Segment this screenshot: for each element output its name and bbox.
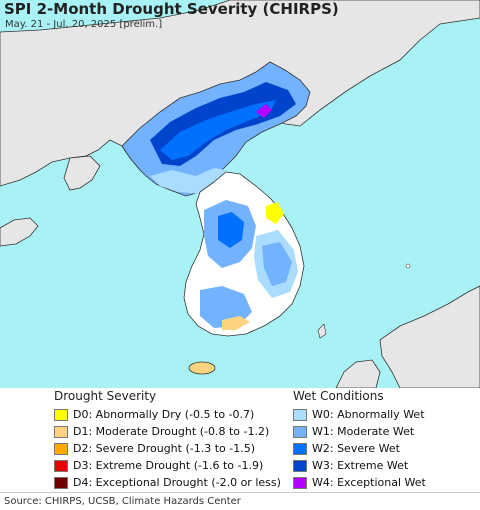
- swatch-w0: [293, 408, 307, 421]
- legend-label-d0: D0: Abnormally Dry (-0.5 to -0.7): [73, 408, 255, 421]
- legend-label-w1: W1: Moderate Wet: [312, 425, 415, 438]
- shandong-land: [0, 217, 39, 247]
- swatch-d3: [54, 459, 68, 472]
- japan-kyushu: [335, 359, 381, 388]
- tsushima-island: [317, 323, 327, 339]
- swatch-w4: [293, 476, 307, 489]
- swatch-d1: [54, 425, 68, 438]
- ulleung-island: [405, 263, 411, 269]
- nk-exceptional-wet: [256, 104, 272, 118]
- legend-item-w4: W4: Exceptional Wet: [293, 474, 426, 491]
- swatch-d4: [54, 476, 68, 489]
- legend-item-w2: W2: Severe Wet: [293, 440, 426, 457]
- sk-moderate-wet-east: [262, 242, 292, 286]
- legend-item-w1: W1: Moderate Wet: [293, 423, 426, 440]
- wet-legend-heading: Wet Conditions: [293, 389, 384, 403]
- map-title: SPI 2-Month Drought Severity (CHIRPS): [4, 0, 339, 18]
- legend-label-w3: W3: Extreme Wet: [312, 459, 409, 472]
- nk-severe-wet: [160, 100, 276, 160]
- drought-map: SPI 2-Month Drought Severity (CHIRPS) Ma…: [0, 0, 480, 388]
- legend-label-w4: W4: Exceptional Wet: [312, 476, 426, 489]
- sk-abnormally-dry-northeast: [266, 202, 284, 224]
- swatch-w3: [293, 459, 307, 472]
- legend-item-d2: D2: Severe Drought (-1.3 to -1.5): [54, 440, 281, 457]
- legend-item-d4: D4: Exceptional Drought (-2.0 or less): [54, 474, 281, 491]
- drought-legend: Drought Severity D0: Abnormally Dry (-0.…: [54, 388, 281, 491]
- legend-item-w0: W0: Abnormally Wet: [293, 406, 426, 423]
- swatch-w2: [293, 442, 307, 455]
- drought-legend-heading: Drought Severity: [54, 389, 157, 403]
- legend-item-d3: D3: Extreme Drought (-1.6 to -1.9): [54, 457, 281, 474]
- japan-honshu: [379, 285, 480, 388]
- sk-moderate-drought-south: [222, 316, 250, 330]
- legend-label-w0: W0: Abnormally Wet: [312, 408, 425, 421]
- sk-severe-wet-core: [218, 212, 244, 248]
- map-canvas: [0, 0, 480, 388]
- legend-label-w2: W2: Severe Wet: [312, 442, 400, 455]
- map-subtitle: May. 21 - Jul. 20, 2025 [prelim.]: [5, 19, 163, 30]
- legend: Drought Severity D0: Abnormally Dry (-0.…: [0, 388, 480, 492]
- legend-item-d1: D1: Moderate Drought (-0.8 to -1.2): [54, 423, 281, 440]
- source-credit: Source: CHIRPS, UCSB, Climate Hazards Ce…: [0, 492, 480, 510]
- swatch-d2: [54, 442, 68, 455]
- jeju-island: [188, 361, 216, 375]
- legend-label-d4: D4: Exceptional Drought (-2.0 or less): [73, 476, 281, 489]
- legend-label-d3: D3: Extreme Drought (-1.6 to -1.9): [73, 459, 264, 472]
- swatch-d0: [54, 408, 68, 421]
- legend-item-d0: D0: Abnormally Dry (-0.5 to -0.7): [54, 406, 281, 423]
- wet-legend: Wet Conditions W0: Abnormally Wet W1: Mo…: [293, 388, 426, 491]
- legend-label-d1: D1: Moderate Drought (-0.8 to -1.2): [73, 425, 270, 438]
- legend-item-w3: W3: Extreme Wet: [293, 457, 426, 474]
- legend-label-d2: D2: Severe Drought (-1.3 to -1.5): [73, 442, 256, 455]
- swatch-w1: [293, 425, 307, 438]
- liaodong-peninsula: [63, 155, 101, 191]
